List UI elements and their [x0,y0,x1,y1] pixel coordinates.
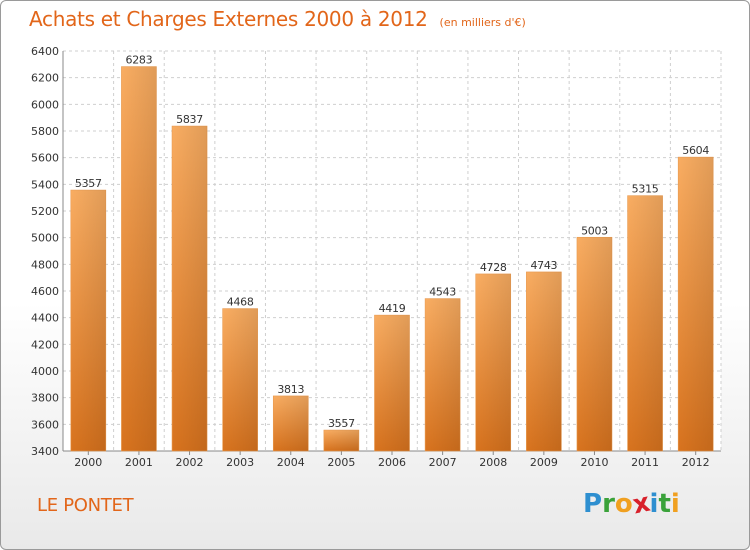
bar-shade [374,315,410,451]
bar-value-label: 5837 [176,113,203,126]
y-tick-label: 3400 [31,445,59,458]
bar-value-label: 5315 [632,183,659,196]
x-tick-label: 2012 [682,456,710,469]
bar-value-label: 6283 [126,54,153,67]
y-tick-label: 4800 [31,258,59,271]
bar-value-label: 3813 [277,383,304,396]
bar-value-label: 4419 [379,302,406,315]
y-tick-label: 6000 [31,98,59,111]
bar-value-label: 4543 [429,286,456,299]
bar-value-label: 5357 [75,177,102,190]
x-tick-label: 2001 [125,456,153,469]
bar-value-label: 5604 [682,144,709,157]
proxiti-logo[interactable]: Proxiti [583,488,680,521]
bar-value-label: 4743 [530,259,557,272]
y-tick-label: 6200 [31,72,59,85]
logo-letter: i [670,489,680,519]
bar-shade [70,190,106,452]
bar-shade [678,157,714,451]
bar-shade [121,66,157,451]
data-labels: 5357 2000 6283 2001 5837 2002 4468 2003 3813 2004… [74,54,709,469]
y-tick-label: 5400 [31,178,59,191]
y-tick-label: 5000 [31,232,59,245]
x-tick-label: 2004 [277,456,305,469]
logo-letter: o [614,489,633,519]
bar-value-label: 3557 [328,417,355,430]
bar-shade [475,273,511,451]
bar-shade [526,271,562,451]
chart-subtitle: (en milliers d'€) [439,16,526,29]
bar-shade [323,430,359,451]
chart-title: Achats et Charges Externes 2000 à 2012 (e… [29,7,526,31]
y-tick-label: 4200 [31,338,59,351]
bar-shade [576,237,612,451]
bar-shade [627,195,663,451]
bar-value-label: 4468 [227,296,254,309]
x-tick-label: 2009 [530,456,558,469]
x-tick-label: 2002 [176,456,204,469]
x-tick-label: 2007 [429,456,457,469]
x-tick-label: 2010 [580,456,608,469]
x-tick-label: 2011 [631,456,659,469]
y-tick-label: 3800 [31,392,59,405]
logo-letter: P [583,489,603,519]
commune-name: LE PONTET [37,495,134,516]
x-tick-label: 2006 [378,456,406,469]
y-tick-label: 5200 [31,205,59,218]
y-tick-label: 4000 [31,365,59,378]
bar-shade [425,298,461,451]
y-tick-label: 5800 [31,125,59,138]
bar-value-label: 4728 [480,261,507,274]
bar-shade [172,126,208,452]
y-tick-label: 3600 [31,418,59,431]
y-tick-label: 6400 [31,45,59,58]
logo-letter: r [602,489,615,519]
logo-letter: t [658,489,671,519]
x-tick-label: 2008 [479,456,507,469]
bar-value-label: 5003 [581,224,608,237]
bars [70,66,714,452]
y-tick-label: 5600 [31,152,59,165]
bar-shade [222,308,258,451]
y-tick-label: 4400 [31,312,59,325]
logo-letter: i [649,489,659,519]
x-tick-label: 2000 [74,456,102,469]
x-tick-label: 2003 [226,456,254,469]
y-tick-label: 4600 [31,285,59,298]
chart-title-text: Achats et Charges Externes 2000 à 2012 [29,7,428,31]
x-tick-label: 2005 [327,456,355,469]
bar-shade [273,395,309,451]
